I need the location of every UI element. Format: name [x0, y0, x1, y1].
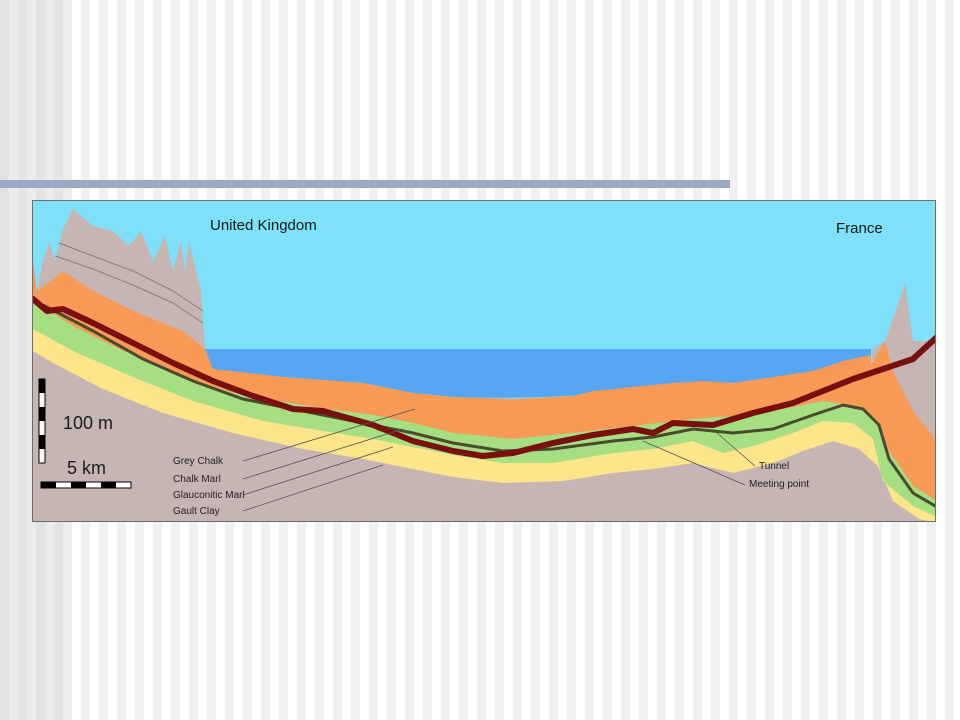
- layer-label-grey-chalk: Grey Chalk: [173, 456, 224, 467]
- vertical-scale-label: 100 m: [63, 413, 113, 433]
- slide-title-rule: [0, 180, 730, 188]
- layer-leader-lines: [242, 408, 416, 512]
- cliff-strata-line: [54, 255, 204, 324]
- horizontal-scale-bar: [40, 481, 132, 489]
- layer-label-glauconitic-marl: Glauconitic Marl: [173, 490, 245, 501]
- layer-gault-clay: [33, 329, 935, 521]
- vertical-scale-bar: [38, 378, 46, 464]
- country-label-uk: United Kingdom: [210, 217, 317, 234]
- channel-tunnel-cross-section: United Kingdom France 100 m 5 km Grey Ch…: [32, 200, 936, 522]
- layer-label-chalk-marl: Chalk Marl: [173, 474, 221, 485]
- cliff-strata-line: [58, 242, 204, 312]
- callout-label-meeting-point: Meeting point: [749, 479, 809, 490]
- country-label-france: France: [836, 220, 883, 237]
- horizontal-scale-label: 5 km: [67, 458, 106, 478]
- tunnel-path: [33, 296, 935, 459]
- cross-section-svg: United Kingdom France 100 m 5 km Grey Ch…: [33, 201, 935, 521]
- callout-leader-lines: [642, 432, 756, 486]
- layer-label-gault-clay: Gault Clay: [173, 506, 220, 517]
- callout-label-tunnel: Tunnel: [759, 461, 789, 472]
- layer-glauconitic-marl: [42, 303, 935, 508]
